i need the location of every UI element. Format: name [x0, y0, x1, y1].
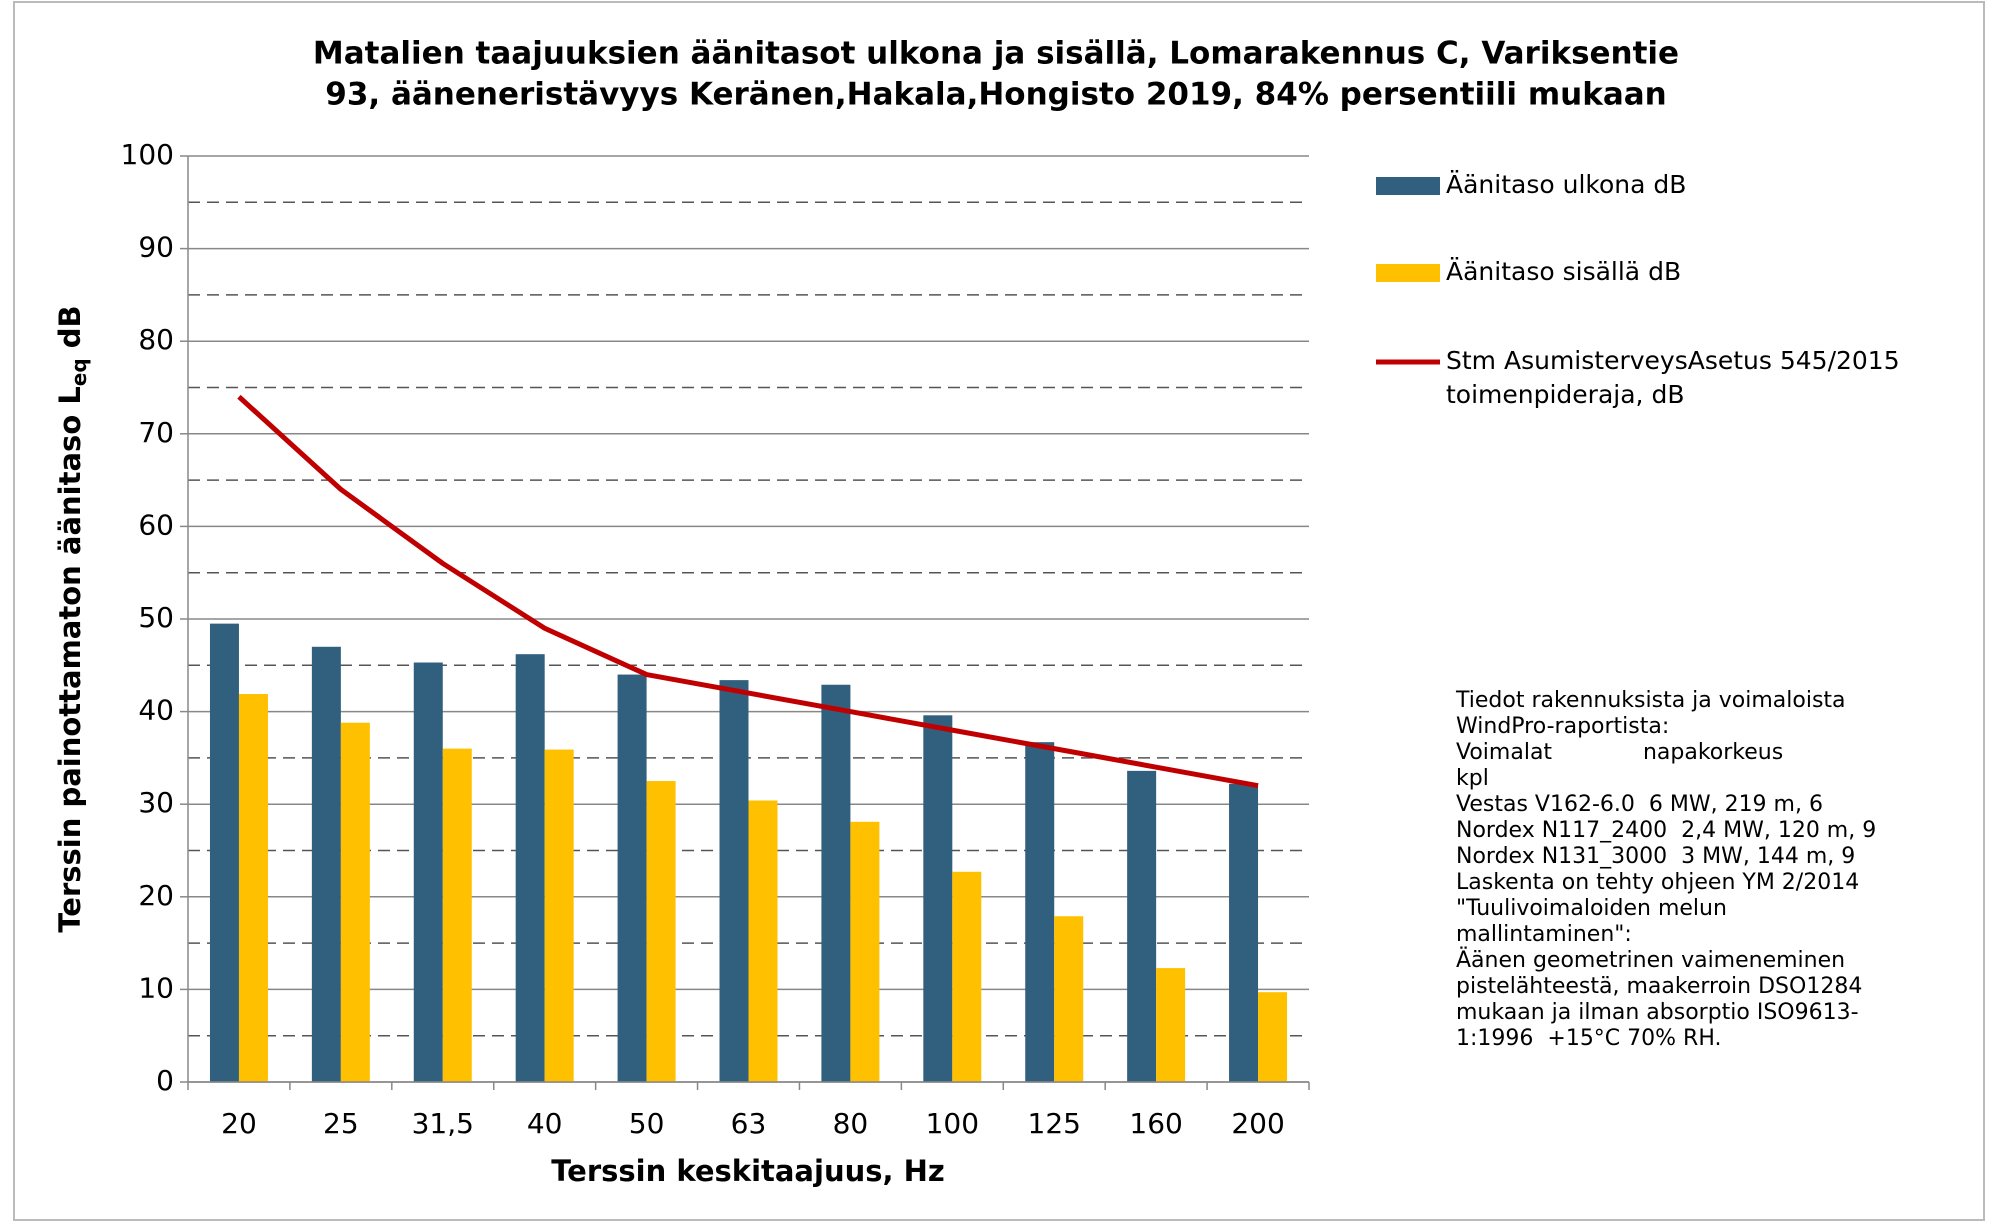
y-tick-label: 0	[156, 1064, 174, 1097]
y-axis-label-text: Terssin painottamaton äänitaso L	[53, 386, 87, 932]
y-tick-label: 80	[138, 323, 174, 356]
y-tick-label: 50	[138, 601, 174, 634]
x-tick-label: 100	[926, 1107, 979, 1140]
x-tick-label: 160	[1129, 1107, 1182, 1140]
bar	[442, 748, 472, 1082]
annotation: Laskenta on tehty ohjeen YM 2/2014	[1456, 870, 1859, 895]
annotation: pistelähteestä, maakerroin DSO1284	[1456, 974, 1862, 999]
x-tick-label: 25	[323, 1107, 359, 1140]
x-tick-label: 31,5	[412, 1107, 474, 1140]
y-tick-label: 40	[138, 694, 174, 727]
y-tick-label: 90	[138, 231, 174, 264]
bar	[719, 680, 749, 1082]
bar	[515, 654, 545, 1082]
bar	[646, 781, 676, 1082]
legend-label: Stm AsumisterveysAsetus 545/2015	[1446, 346, 1900, 375]
y-tick-label: 60	[138, 508, 174, 541]
chart-title: 93, ääneneristävyys Keränen,Hakala,Hongi…	[325, 77, 1666, 113]
legend-label: Äänitaso ulkona dB	[1446, 170, 1686, 199]
x-tick-label: 63	[731, 1107, 767, 1140]
y-tick-label: 70	[138, 416, 174, 449]
annotation: WindPro-raportista:	[1456, 714, 1669, 739]
bar	[340, 722, 370, 1082]
bar	[1127, 770, 1157, 1082]
bar	[311, 646, 341, 1082]
y-tick-label: 20	[138, 879, 174, 912]
legend-label: toimenpideraja, dB	[1446, 380, 1684, 409]
bar	[209, 623, 239, 1082]
annotation: Tiedot rakennuksista ja voimaloista	[1455, 688, 1846, 713]
x-tick-label: 20	[221, 1107, 257, 1140]
bar	[821, 684, 851, 1082]
chart-frame	[13, 1, 1985, 1221]
bar	[238, 694, 268, 1082]
bar	[923, 715, 953, 1082]
legend-swatch	[1376, 177, 1440, 195]
y-axis-label: Terssin painottamaton äänitaso Leq dB	[53, 305, 91, 932]
x-tick-label: 125	[1028, 1107, 1081, 1140]
bar	[1258, 992, 1288, 1082]
legend-swatch	[1376, 264, 1440, 282]
bar	[1156, 968, 1186, 1082]
x-axis-label: Terssin keskitaajuus, Hz	[551, 1154, 945, 1188]
bar	[617, 674, 647, 1082]
x-tick-label: 50	[629, 1107, 665, 1140]
y-axis-label-suffix: dB	[53, 305, 87, 358]
bar	[850, 821, 880, 1082]
annotation: Äänen geometrinen vaimeneminen	[1456, 947, 1845, 973]
legend-label: Äänitaso sisällä dB	[1446, 257, 1681, 286]
y-tick-label: 10	[138, 971, 174, 1004]
x-tick-label: 200	[1231, 1107, 1284, 1140]
bar	[544, 749, 574, 1082]
y-tick-label: 100	[121, 138, 174, 171]
annotation: "Tuulivoimaloiden melun	[1456, 896, 1727, 921]
bar	[952, 871, 982, 1082]
bar	[1025, 742, 1055, 1082]
annotation: Vestas V162-6.0 6 MW, 219 m, 6	[1456, 792, 1823, 817]
bar	[1229, 783, 1259, 1082]
annotation: mukaan ja ilman absorptio ISO9613-	[1456, 1000, 1859, 1025]
chart-title: Matalien taajuuksien äänitasot ulkona ja…	[313, 36, 1679, 72]
x-tick-label: 40	[527, 1107, 563, 1140]
y-tick-label: 30	[138, 786, 174, 819]
bar	[748, 800, 778, 1082]
bar	[1054, 916, 1084, 1082]
annotation: mallintaminen":	[1456, 922, 1632, 947]
annotation: Nordex N131_3000 3 MW, 144 m, 9	[1456, 844, 1855, 869]
bar	[413, 662, 443, 1082]
line	[237, 394, 1259, 789]
annotation: Voimalat napakorkeus	[1456, 740, 1783, 765]
annotation: Nordex N117_2400 2,4 MW, 120 m, 9	[1456, 818, 1876, 843]
annotation: 1:1996 +15°C 70% RH.	[1456, 1026, 1722, 1051]
annotation: kpl	[1456, 766, 1489, 791]
x-tick-label: 80	[833, 1107, 869, 1140]
y-axis-label-sub: eq	[67, 358, 91, 386]
